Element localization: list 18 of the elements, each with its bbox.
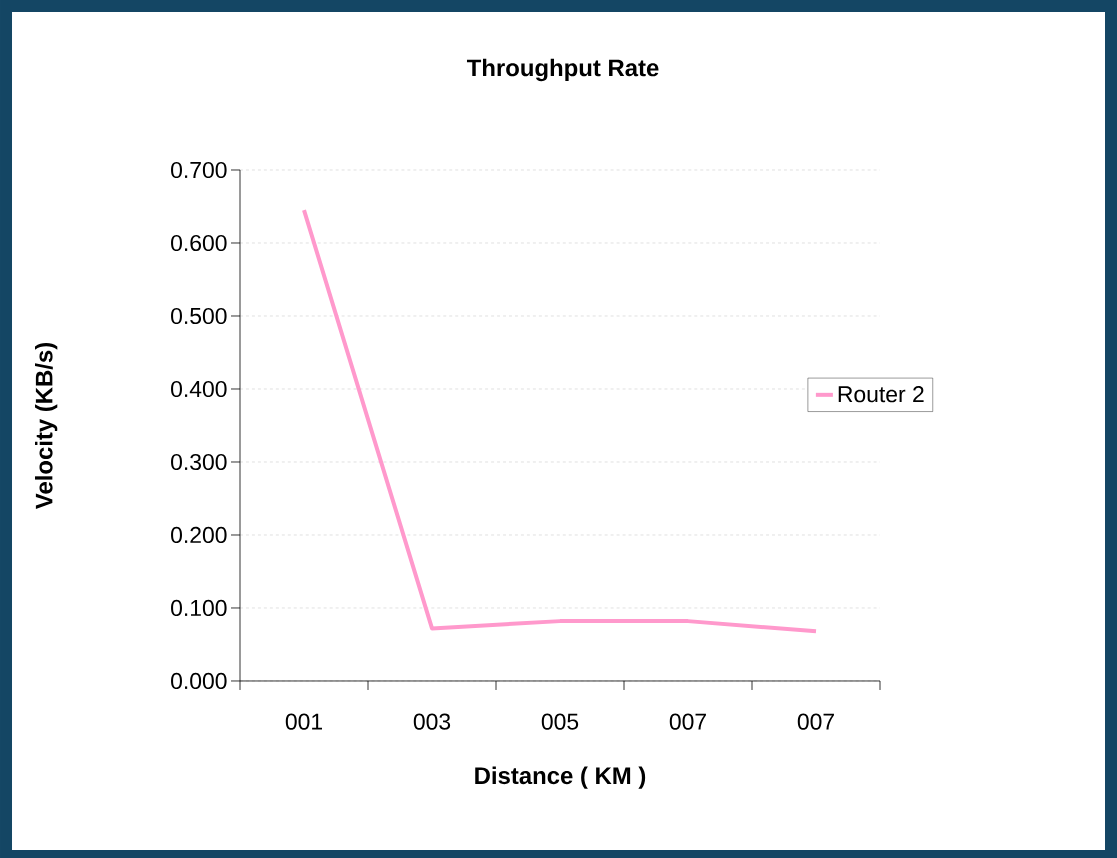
x-tick-label: 007	[669, 713, 706, 730]
y-tick-label: 0.400	[171, 380, 227, 398]
line-series	[302, 208, 819, 634]
y-tick-label: 0.200	[171, 526, 227, 544]
chart-title: Throughput Rate	[466, 58, 659, 82]
y-axis-title: Velocity (KB/s)	[35, 343, 58, 510]
x-tick-label: 003	[413, 713, 451, 730]
y-tick-label: 0.500	[171, 307, 227, 325]
y-tick-label: 0.100	[171, 599, 227, 617]
y-tick-label: 0.000	[171, 672, 227, 690]
y-tick-label: 0.300	[171, 453, 227, 471]
x-axis-title: Distance ( KM )	[475, 766, 646, 789]
y-tick-label: 0.600	[171, 234, 227, 252]
x-tick-label: 007	[797, 713, 834, 730]
y-tick-label: 0.700	[171, 161, 227, 179]
x-tick-label: 005	[541, 713, 579, 730]
legend-label: Router 2	[838, 386, 924, 403]
x-tick-label: 001	[285, 713, 322, 730]
